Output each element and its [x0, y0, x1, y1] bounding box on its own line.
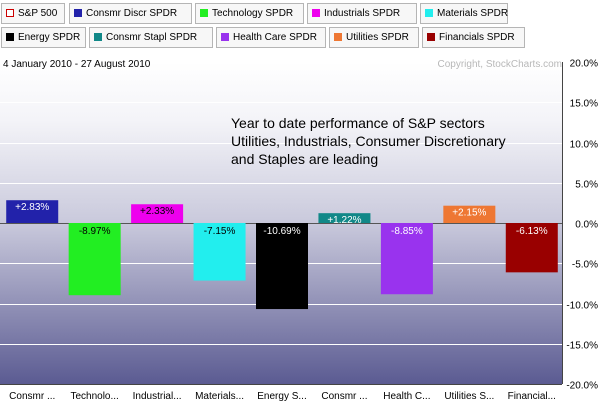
y-tick-label: 20.0% [570, 59, 598, 70]
bar [68, 223, 121, 296]
y-tick-label: 15.0% [570, 99, 598, 110]
annotation-line: Year to date performance of S&P sectors [231, 115, 485, 131]
bar-value-label: -8.97% [79, 226, 111, 237]
x-tick-label: Health C... [383, 391, 430, 402]
chart-area: 20.0% 15.0% 10.0% 5.0% 0.0% -5.0% -10.0% -15.0%… [0, 54, 601, 407]
bar [131, 204, 184, 223]
legend-label: Financials SPDR [439, 32, 515, 43]
legend-swatch [200, 9, 208, 17]
legend-label: Technology SPDR [212, 8, 294, 19]
date-range: 4 January 2010 - 27 August 2010 [3, 59, 151, 70]
bar-value-label: -6.13% [516, 226, 548, 237]
legend-label: Consmr Stapl SPDR [106, 32, 198, 43]
legend-label: Energy SPDR [18, 32, 81, 43]
x-tick-label: Industrial... [133, 391, 182, 402]
legend-swatch [94, 33, 102, 41]
legend-label: Consmr Discr SPDR [86, 8, 178, 19]
legend-swatch [6, 9, 14, 17]
y-tick-label: -20.0% [566, 381, 598, 392]
legend-item[interactable]: Health Care SPDR [216, 27, 326, 48]
legend-item[interactable]: Energy SPDR [1, 27, 86, 48]
legend-label: S&P 500 [18, 8, 58, 19]
legend-item[interactable]: Industrials SPDR [307, 3, 417, 24]
bar [380, 223, 433, 295]
legend-swatch [74, 9, 82, 17]
copyright-notice: Copyright, StockCharts.com [437, 59, 563, 70]
annotation-line: Utilities, Industrials, Consumer Discret… [231, 133, 506, 149]
bar-value-label: +1.22% [327, 215, 361, 226]
legend-item[interactable]: Materials SPDR [420, 3, 508, 24]
bar-value-label: -8.85% [391, 226, 423, 237]
x-tick-label: Consmr ... [9, 391, 55, 402]
y-tick-label: 10.0% [570, 140, 598, 151]
y-tick-label: -10.0% [566, 301, 598, 312]
bar [443, 205, 496, 223]
legend-label: Utilities SPDR [346, 32, 409, 43]
bar-value-label: +2.83% [15, 202, 49, 213]
annotation-line: and Staples are leading [231, 151, 379, 167]
y-tick-label: -5.0% [572, 260, 598, 271]
legend-item[interactable]: Technology SPDR [195, 3, 304, 24]
bar-value-label: -10.69% [263, 226, 300, 237]
x-tick-label: Materials... [195, 391, 244, 402]
legend-label: Health Care SPDR [233, 32, 317, 43]
chart-annotation: Year to date performance of S&P sectors … [231, 114, 561, 168]
legend-item[interactable]: Consmr Discr SPDR [69, 3, 192, 24]
legend-label: Materials SPDR [437, 8, 509, 19]
bar-value-label: +2.15% [452, 208, 486, 219]
legend-item[interactable]: Financials SPDR [422, 27, 525, 48]
legend-label: Industrials SPDR [324, 8, 401, 19]
legend-swatch [312, 9, 320, 17]
bar [505, 223, 558, 273]
legend-swatch [427, 33, 435, 41]
legend-swatch [334, 33, 342, 41]
y-tick-label: -15.0% [566, 341, 598, 352]
legend-swatch [221, 33, 229, 41]
x-tick-label: Utilities S... [444, 391, 494, 402]
bar [256, 223, 308, 310]
legend-swatch [425, 9, 433, 17]
x-tick-label: Financial... [508, 391, 556, 402]
y-tick-label: 0.0% [575, 220, 598, 231]
legend: S&P 500 Consmr Discr SPDR Technology SPDR I… [0, 0, 601, 54]
bar-value-label: -7.15% [204, 226, 236, 237]
bar [193, 223, 246, 281]
legend-swatch [6, 33, 14, 41]
y-tick-label: 5.0% [575, 180, 598, 191]
bar-value-label: +2.33% [140, 206, 174, 217]
bar-chart: 20.0% 15.0% 10.0% 5.0% 0.0% -5.0% -10.0% -15.0%… [0, 59, 598, 402]
bar [318, 213, 371, 223]
x-tick-label: Technolo... [70, 391, 118, 402]
x-tick-label: Consmr ... [321, 391, 367, 402]
legend-item[interactable]: S&P 500 [1, 3, 65, 24]
x-tick-label: Energy S... [257, 391, 306, 402]
legend-item[interactable]: Consmr Stapl SPDR [89, 27, 213, 48]
legend-item[interactable]: Utilities SPDR [329, 27, 419, 48]
bar [6, 200, 59, 223]
